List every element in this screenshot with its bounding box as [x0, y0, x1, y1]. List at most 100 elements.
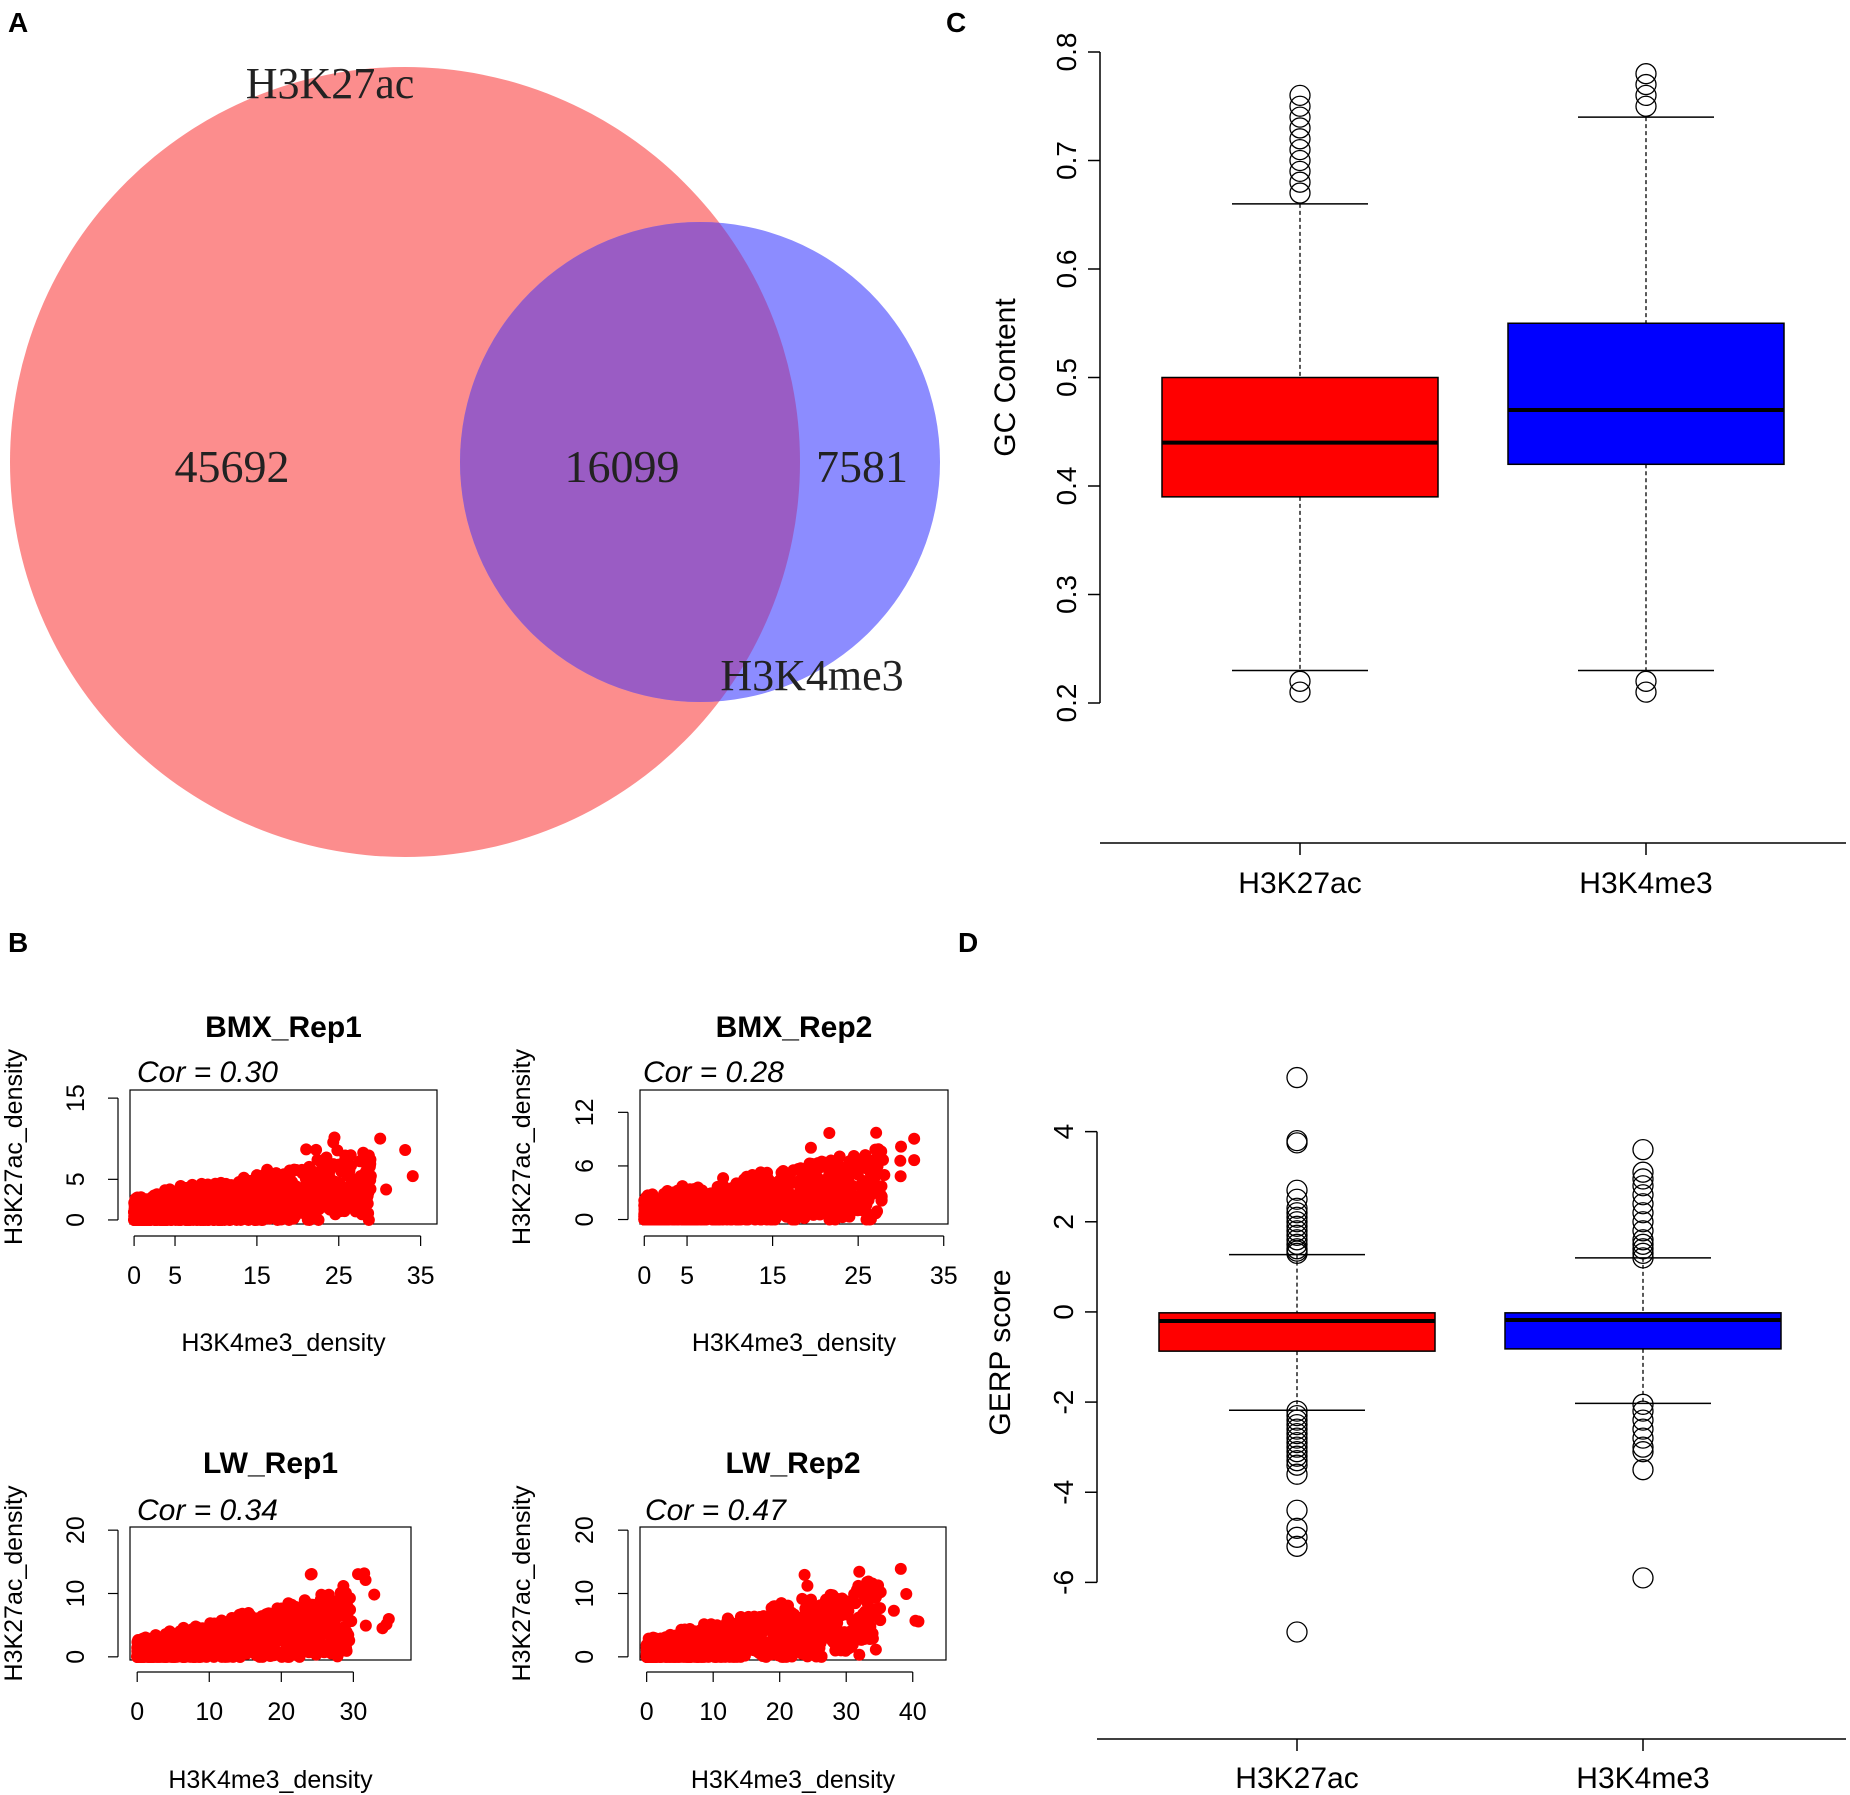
data-point [312, 1624, 325, 1637]
data-point [703, 1625, 716, 1638]
data-point [129, 1211, 142, 1224]
data-point [345, 1159, 358, 1172]
data-point [845, 1188, 858, 1201]
data-point [866, 1627, 879, 1640]
outlier-point [1286, 1422, 1308, 1445]
data-point [132, 1650, 145, 1663]
data-point [710, 1213, 723, 1226]
data-point [357, 1146, 370, 1159]
data-point [162, 1201, 175, 1214]
outlier-point [1286, 1197, 1308, 1219]
outlier-point [1286, 1427, 1308, 1449]
data-point [770, 1617, 783, 1630]
y-tick-label: 15 [62, 1084, 90, 1112]
data-point [767, 1600, 780, 1613]
y-tick-label: 0 [62, 1213, 90, 1227]
panel-label-c: C [946, 7, 966, 38]
outlier-point [1632, 1161, 1654, 1183]
data-point [208, 1619, 221, 1632]
data-point [359, 1619, 372, 1632]
data-point [683, 1643, 696, 1656]
data-point [692, 1188, 705, 1201]
x-tick-label: 10 [699, 1698, 727, 1726]
data-point [829, 1213, 842, 1226]
data-point [866, 1577, 879, 1590]
data-point [201, 1627, 214, 1640]
outlier-point [1632, 1193, 1654, 1215]
x-tick-label: 5 [168, 1262, 182, 1290]
data-point [768, 1187, 781, 1200]
data-point [659, 1197, 672, 1210]
correlation-label: Cor = 0.28 [643, 1056, 784, 1089]
scatter-points [638, 1126, 921, 1226]
outlier-point [1286, 1188, 1308, 1210]
data-point [660, 1213, 673, 1226]
y-tick-label: 4 [1048, 1124, 1079, 1140]
data-point [362, 1213, 375, 1226]
scatter-panel-bmx-rep1: BMX_Rep1 Cor = 0.30 H3K27ac_density H3K4me3… [0, 1011, 438, 1357]
y-tick-label: -2 [1048, 1390, 1079, 1415]
x-axis-title: H3K4me3_density [181, 1329, 386, 1357]
data-point [895, 1140, 908, 1153]
x-tick-label: 35 [930, 1262, 958, 1290]
y-tick-label: -4 [1048, 1480, 1079, 1505]
data-point [722, 1614, 735, 1627]
outlier-point [1289, 149, 1311, 172]
x-tick-label: 0 [637, 1262, 651, 1290]
y-tick-label: 0.4 [1051, 467, 1082, 506]
data-point [334, 1628, 347, 1641]
scatter-panel-lw-rep2: LW_Rep2 Cor = 0.47 H3K27ac_density H3K4me3_… [508, 1447, 947, 1794]
data-point [268, 1616, 281, 1629]
outlier-point [1632, 1175, 1654, 1197]
data-point [252, 1189, 265, 1202]
data-point [815, 1650, 828, 1663]
data-point [264, 1644, 277, 1657]
data-point [256, 1213, 269, 1226]
data-point [345, 1615, 358, 1628]
outlier-point [1286, 1202, 1308, 1224]
outlier-point [1286, 1441, 1308, 1463]
data-point [859, 1593, 872, 1606]
outlier-point [1286, 1400, 1308, 1422]
outlier-point [1635, 73, 1657, 96]
data-point [781, 1201, 794, 1214]
outlier-point [1286, 1229, 1308, 1251]
x-tick-label: H3K27ac [1238, 867, 1361, 900]
data-point [225, 1649, 238, 1662]
data-point [853, 1616, 866, 1629]
data-point [852, 1579, 865, 1592]
outlier-point [1632, 1247, 1654, 1269]
data-point [339, 1149, 352, 1162]
outlier-point [1286, 1499, 1308, 1521]
outlier-point [1286, 1129, 1308, 1152]
x-tick-label: 0 [640, 1698, 654, 1726]
data-point [237, 1171, 250, 1184]
data-point [192, 1650, 205, 1663]
data-point [841, 1201, 854, 1214]
data-point [742, 1204, 755, 1217]
data-point [295, 1641, 308, 1654]
data-point [726, 1192, 739, 1205]
data-point [226, 1634, 239, 1647]
outlier-point [1635, 95, 1657, 117]
scatter-panel-bmx-rep2: BMX_Rep2 Cor = 0.28 H3K27ac_density H3K4me3… [508, 1011, 958, 1357]
data-point [840, 1596, 853, 1609]
y-tick-label: 0 [571, 1213, 599, 1227]
boxplot-gerp-score: -6 -4 -2 0 2 4 GERP score H3K27ac H3K4me3 [984, 1066, 1846, 1795]
data-point [869, 1643, 882, 1656]
data-point [171, 1634, 184, 1647]
outlier-point [1289, 160, 1311, 183]
data-point [762, 1177, 775, 1190]
data-point [382, 1613, 395, 1626]
outlier-point [1632, 1184, 1654, 1206]
data-point [179, 1213, 192, 1226]
outlier-point [1632, 1238, 1654, 1260]
outlier-point [1286, 1404, 1308, 1427]
data-point [786, 1213, 799, 1226]
data-point [283, 1169, 296, 1182]
data-point [333, 1203, 346, 1216]
data-point [167, 1650, 180, 1663]
data-point [333, 1609, 346, 1622]
outlier-point [1635, 84, 1657, 107]
data-point [870, 1126, 883, 1139]
